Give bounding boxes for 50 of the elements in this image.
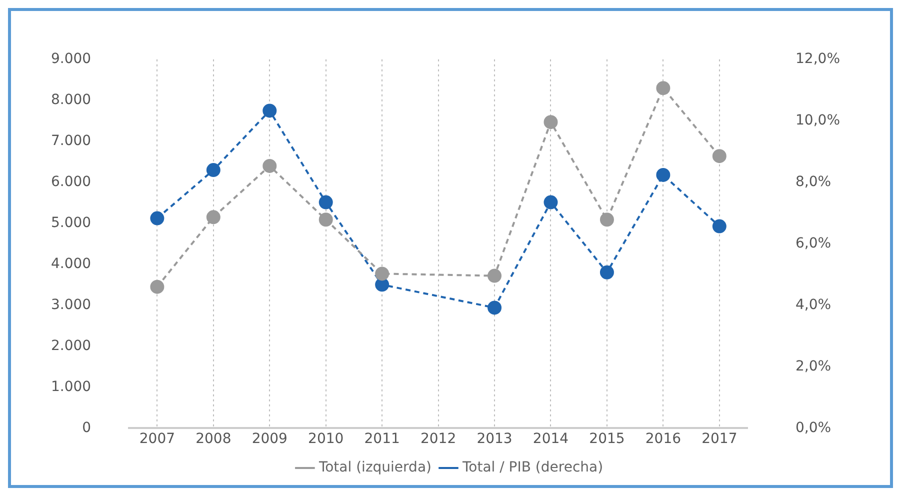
point [375,278,390,292]
point [262,104,277,118]
point [712,149,726,164]
point [150,280,164,294]
point [206,163,220,178]
y2-tick-label: 12,0% [796,51,840,68]
point [656,81,670,96]
y2-tick-label: 2,0% [796,358,832,374]
point [488,300,502,315]
x-tick-label: 2017 [702,431,738,448]
x-tick-label: 2012 [420,431,456,448]
point [544,195,558,210]
x-tick-label: 2015 [589,431,625,448]
point [206,210,220,224]
y-tick-label: 0 [82,420,92,436]
y2-tick-label: 10,0% [796,112,840,129]
point [712,219,726,234]
y-tick-label: 2.000 [50,338,92,354]
x-tick-label: 2010 [308,431,344,448]
y-tick-label: 1.000 [50,378,92,395]
point [318,212,333,227]
legend-label: Total / PIB (derecha) [461,460,604,476]
x-tick-label: 2014 [532,431,569,448]
x-tick-label: 2007 [139,431,176,448]
x-tick-label: 2013 [476,431,512,448]
x-tick-label: 2011 [364,431,400,448]
x-tick-label: 2008 [196,431,232,448]
y2-tick-label: 6,0% [796,235,832,252]
point [262,158,277,173]
point [544,115,558,130]
point [600,265,614,280]
y-tick-label: 8.000 [50,92,92,108]
y2-tick-label: 8,0% [796,174,832,190]
point [656,168,670,182]
y-tick-label: 3.000 [50,296,92,313]
point [600,212,614,227]
y2-tick-label: 0,0% [796,420,832,436]
x-tick-label: 2009 [252,431,288,448]
point [150,211,164,226]
point [318,195,333,210]
y-tick-label: 4.000 [50,256,92,272]
y-tick-label: 6.000 [50,174,92,190]
point [375,266,390,281]
legend-label: Total (izquierda) [318,460,432,476]
x-tick-label: 2016 [645,431,682,448]
y2-tick-label: 4,0% [796,296,832,313]
point [488,268,502,283]
y-tick-label: 7.000 [50,132,92,149]
y-tick-label: 5.000 [50,214,92,231]
y-tick-label: 9.000 [50,51,92,68]
